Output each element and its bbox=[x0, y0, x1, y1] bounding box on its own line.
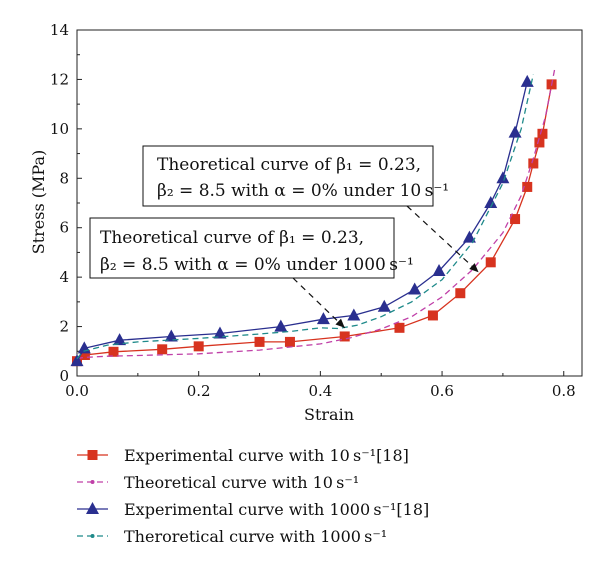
series-2 bbox=[76, 69, 556, 360]
y-tick-label: 8 bbox=[59, 169, 69, 187]
data-point bbox=[79, 349, 90, 360]
x-axis-label: Strain bbox=[304, 405, 354, 424]
y-tick-label: 6 bbox=[59, 219, 69, 237]
data-point bbox=[528, 158, 539, 169]
legend-marker bbox=[86, 502, 99, 514]
data-point bbox=[193, 341, 204, 352]
legend-label: Theoretical curve with 10 s⁻¹ bbox=[124, 473, 359, 492]
legend-label: Theroretical curve with 1000 s⁻¹ bbox=[124, 527, 387, 546]
x-tick-label: 0.8 bbox=[552, 382, 576, 400]
annotation-line-2: β₂ = 8.5 with α = 0% under 10 s⁻¹ bbox=[157, 181, 449, 201]
legend-entry-4: Theroretical curve with 1000 s⁻¹ bbox=[77, 527, 387, 546]
y-axis-title: Stress (MPa) bbox=[29, 150, 48, 254]
data-point bbox=[484, 196, 498, 208]
y-tick-label: 0 bbox=[59, 367, 69, 385]
annotation-2: Theoretical curve of β₁ = 0.23, β₂ = 8.5 … bbox=[89, 217, 414, 329]
plot-area: 0.0 0.2 0.4 0.6 0.8 0 2 4 6 8 10 12 14 Theoretical cu… bbox=[50, 21, 583, 400]
data-point bbox=[510, 214, 521, 225]
data-point bbox=[455, 288, 466, 299]
annotation-1: Theoretical curve of β₁ = 0.23, β₂ = 8.5 … bbox=[142, 145, 479, 273]
legend-entry-1: Experimental curve with 10 s⁻¹[18] bbox=[77, 446, 409, 465]
x-tick-label: 0.0 bbox=[65, 382, 89, 400]
annotation-arrowhead bbox=[469, 263, 479, 273]
data-point bbox=[485, 257, 496, 268]
annotation-arrow bbox=[406, 205, 479, 273]
x-tick-label: 0.6 bbox=[430, 382, 454, 400]
annotation-box bbox=[142, 145, 434, 207]
series-3 bbox=[70, 74, 534, 367]
series-4 bbox=[76, 74, 534, 360]
data-point bbox=[284, 336, 295, 347]
annotation-arrow bbox=[292, 277, 346, 329]
data-point bbox=[377, 299, 391, 312]
data-point bbox=[347, 308, 361, 321]
data-point bbox=[408, 282, 422, 295]
data-point bbox=[462, 230, 476, 243]
data-point bbox=[254, 336, 265, 347]
data-point bbox=[274, 319, 288, 332]
data-point bbox=[164, 329, 178, 342]
y-tick-label: 10 bbox=[50, 120, 69, 138]
data-point bbox=[113, 333, 127, 346]
series-line bbox=[76, 69, 556, 360]
legend-entry-2: Theoretical curve with 10 s⁻¹ bbox=[77, 473, 359, 492]
legend-label: Experimental curve with 10 s⁻¹[18] bbox=[124, 446, 409, 465]
x-tick-label: 0.2 bbox=[187, 382, 211, 400]
x-tick-label: 0.4 bbox=[308, 382, 332, 400]
data-point bbox=[432, 263, 446, 276]
data-point bbox=[427, 310, 438, 321]
series-line bbox=[76, 74, 534, 360]
data-point bbox=[339, 331, 350, 342]
legend-marker bbox=[90, 534, 95, 538]
legend-marker bbox=[87, 450, 98, 460]
annotation-line-2: β₂ = 8.5 with α = 0% under 1000 s⁻¹ bbox=[100, 255, 414, 275]
data-point bbox=[520, 74, 534, 87]
y-axis-label: Stress (MPa) bbox=[29, 150, 48, 254]
series-1 bbox=[72, 79, 557, 367]
legend-label: Experimental curve with 1000 s⁻¹[18] bbox=[124, 500, 429, 519]
y-tick-label: 2 bbox=[59, 318, 69, 336]
data-point bbox=[496, 171, 510, 184]
data-point bbox=[108, 346, 119, 357]
annotation-line-1: Theoretical curve of β₁ = 0.23, bbox=[100, 228, 364, 248]
annotation-box bbox=[89, 217, 395, 279]
series-line bbox=[76, 81, 528, 362]
data-point bbox=[508, 125, 522, 138]
data-point bbox=[70, 354, 84, 367]
data-point bbox=[522, 181, 533, 192]
annotation-line-1: Theoretical curve of β₁ = 0.23, bbox=[157, 155, 421, 175]
data-point bbox=[316, 312, 330, 325]
annotation-arrowhead bbox=[335, 318, 345, 328]
data-point bbox=[157, 344, 168, 355]
data-point bbox=[534, 137, 545, 148]
legend-entry-3: Experimental curve with 1000 s⁻¹[18] bbox=[77, 500, 429, 519]
legend: Experimental curve with 10 s⁻¹[18] Theore… bbox=[77, 446, 429, 546]
data-point bbox=[394, 322, 405, 333]
data-point bbox=[213, 326, 227, 339]
y-tick-label: 12 bbox=[50, 70, 69, 88]
data-point bbox=[537, 128, 548, 139]
legend-marker bbox=[90, 480, 95, 484]
y-tick-label: 4 bbox=[59, 268, 69, 286]
y-tick-label: 14 bbox=[50, 21, 69, 39]
